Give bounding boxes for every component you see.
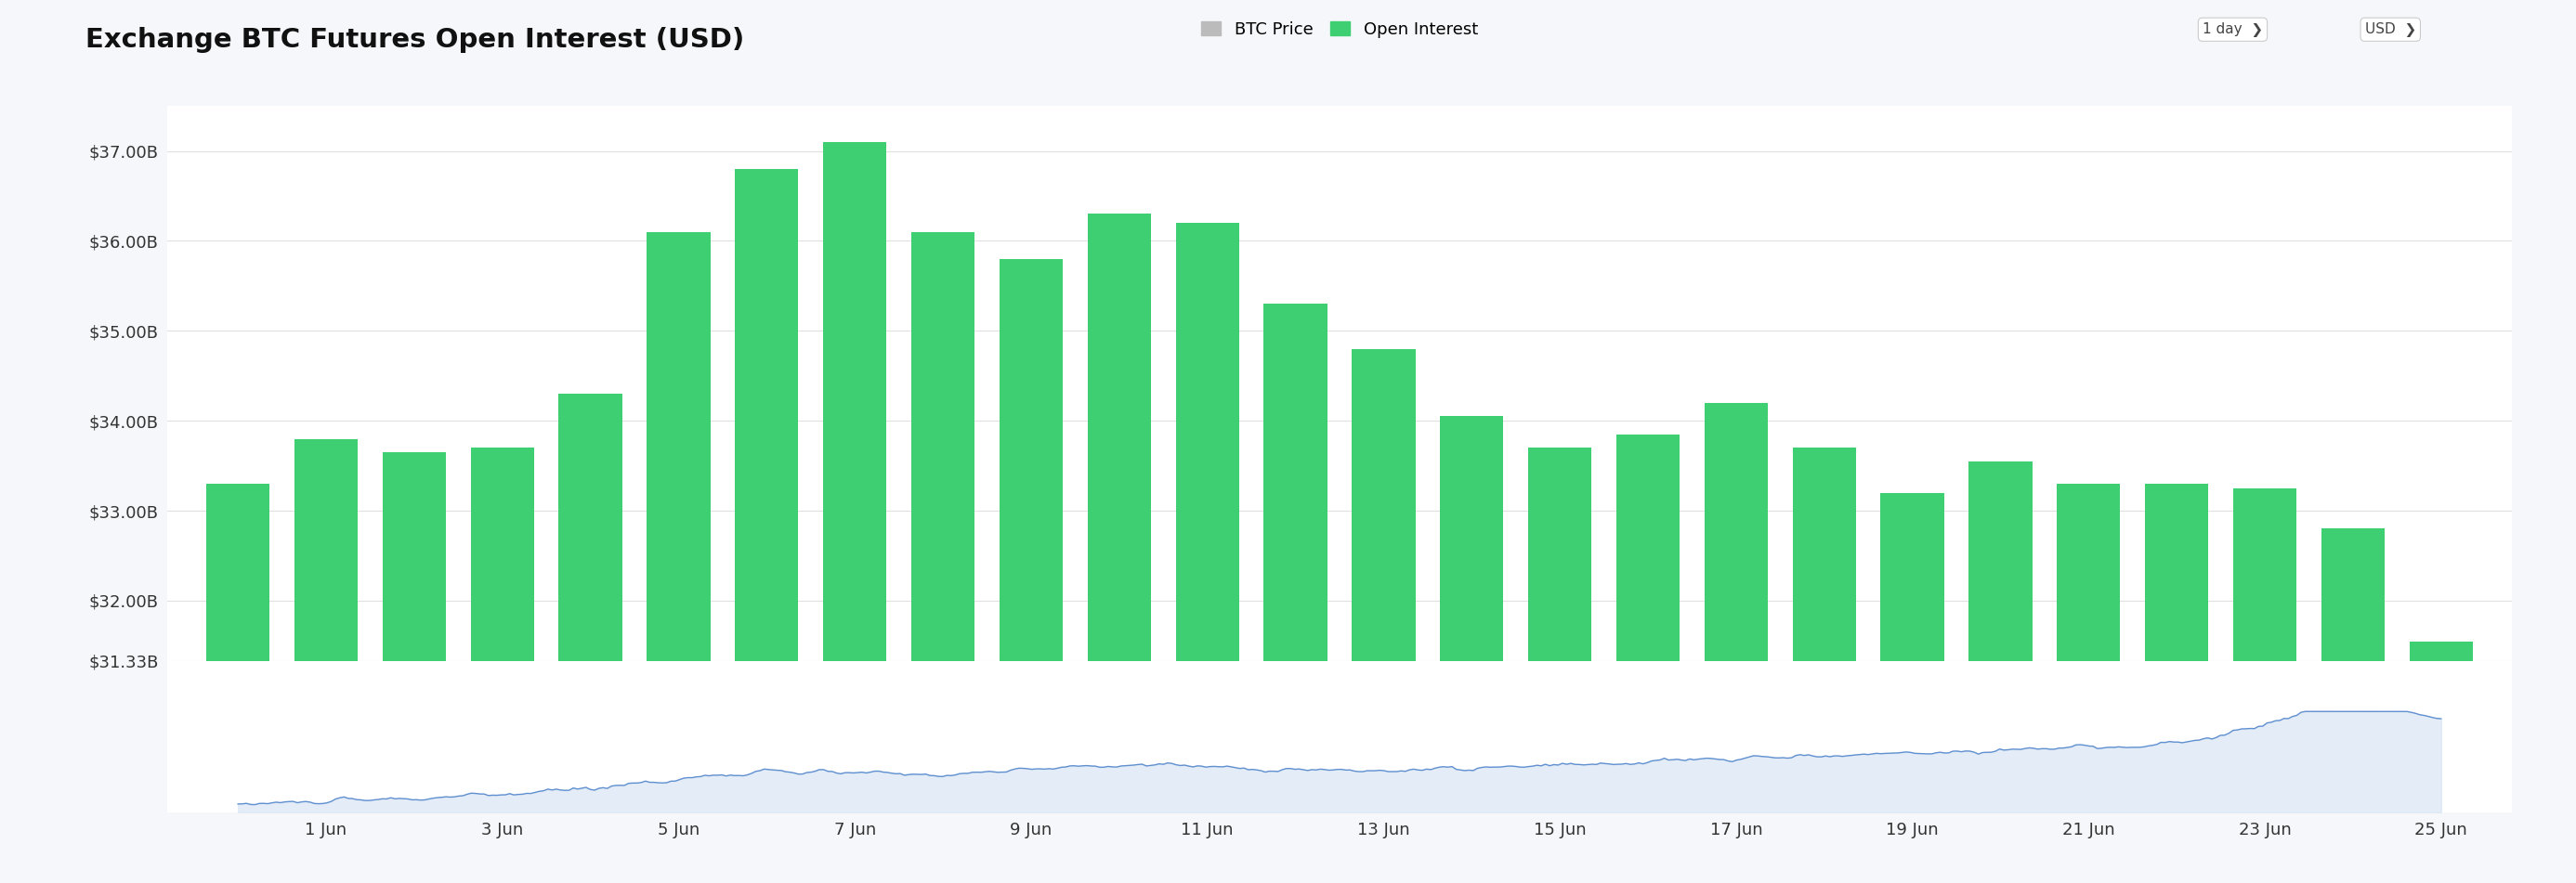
Bar — [824, 142, 886, 661]
Bar — [1265, 304, 1327, 661]
Bar — [381, 452, 446, 661]
Bar — [294, 439, 358, 661]
Bar — [999, 259, 1064, 661]
Bar — [912, 232, 974, 661]
Bar — [1528, 448, 1592, 661]
Bar — [1793, 448, 1855, 661]
Text: 1 day  ❯: 1 day ❯ — [2202, 22, 2262, 37]
Bar — [1440, 416, 1504, 661]
Text: USD  ❯: USD ❯ — [2365, 22, 2416, 37]
Legend: BTC Price, Open Interest: BTC Price, Open Interest — [1195, 14, 1484, 44]
Bar — [2409, 641, 2473, 661]
Bar — [2233, 488, 2298, 661]
Text: Exchange BTC Futures Open Interest (USD): Exchange BTC Futures Open Interest (USD) — [85, 26, 744, 52]
Bar — [1705, 403, 1767, 661]
Bar — [1880, 493, 1945, 661]
Bar — [1352, 349, 1414, 661]
Bar — [471, 448, 533, 661]
Bar — [1968, 461, 2032, 661]
Bar — [2321, 529, 2385, 661]
Bar — [734, 169, 799, 661]
Bar — [2056, 484, 2120, 661]
Bar — [1087, 214, 1151, 661]
Bar — [1175, 223, 1239, 661]
Bar — [647, 232, 711, 661]
Bar — [2146, 484, 2208, 661]
Bar — [206, 484, 270, 661]
Bar — [1615, 434, 1680, 661]
Bar — [559, 394, 623, 661]
